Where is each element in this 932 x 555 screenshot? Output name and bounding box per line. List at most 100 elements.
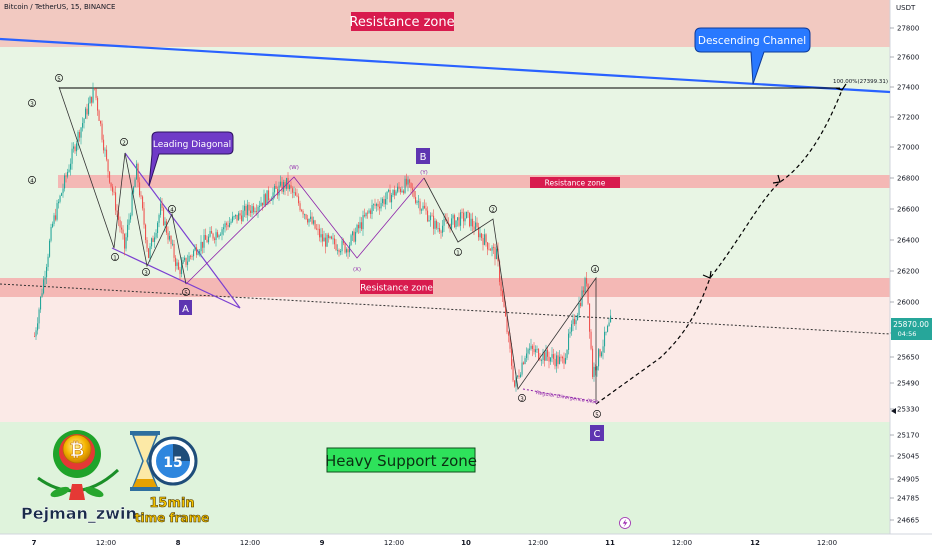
candle-body — [187, 261, 189, 265]
candle-body — [125, 237, 127, 249]
candle-body — [197, 253, 199, 255]
candle-body — [605, 331, 607, 333]
candle-body — [289, 185, 291, 190]
candle-body — [59, 195, 61, 202]
x-tick-label-10: 12 — [750, 539, 760, 547]
candle-body — [541, 360, 543, 361]
candle-body — [182, 260, 184, 264]
candle-body — [590, 331, 592, 349]
candle-body — [214, 238, 216, 240]
candle-body — [491, 247, 493, 251]
candle-body — [485, 234, 487, 243]
candle-body — [224, 223, 226, 228]
candle-body — [287, 177, 289, 190]
candle-body — [421, 209, 423, 211]
candle-body — [295, 192, 297, 196]
candle-body — [583, 290, 585, 293]
wave-label-c-bg — [590, 425, 604, 441]
timer-caption-2: time frame — [135, 511, 210, 525]
candle-body — [220, 234, 222, 236]
svg-text:5: 5 — [184, 290, 188, 296]
descending-channel-line[interactable] — [0, 37, 891, 94]
candle-body — [499, 261, 501, 282]
candle-body — [509, 335, 511, 349]
candle-body — [323, 237, 325, 242]
candle-body — [61, 193, 63, 196]
candle-body — [212, 233, 214, 239]
y-tick-label-12: 25490 — [897, 380, 919, 388]
candle-body — [166, 221, 168, 233]
divergence-line — [522, 388, 597, 403]
candle-body — [268, 190, 270, 201]
leading-diagonal-lower[interactable] — [111, 247, 241, 309]
candle-body — [139, 182, 141, 196]
candle-body — [149, 246, 151, 258]
candle-body — [422, 205, 424, 210]
y-tick-label-6: 26600 — [897, 206, 919, 214]
candle-body — [428, 220, 430, 222]
candle-body — [398, 186, 400, 189]
candle-body — [211, 231, 213, 234]
candle-body — [64, 175, 66, 189]
candle-body — [484, 234, 486, 245]
leading-diagonal-upper[interactable] — [124, 152, 241, 309]
candle-body — [335, 244, 337, 251]
candle-body — [343, 240, 345, 244]
candle-body — [185, 257, 187, 265]
candle-body — [566, 349, 568, 358]
projection-path[interactable] — [595, 89, 843, 405]
current-price-value: 25870.00 — [893, 320, 929, 329]
candle-body — [302, 211, 304, 215]
svg-text:4: 4 — [593, 267, 597, 273]
resistance-low-label: Resistance zone — [360, 284, 433, 294]
candle-body — [416, 201, 418, 203]
candle-body — [194, 247, 196, 251]
candle-body — [460, 212, 462, 226]
candle-body — [274, 185, 276, 193]
author-name: Pejman_zwin — [21, 504, 137, 523]
svg-text:3: 3 — [30, 101, 34, 107]
x-tick-label-2: 8 — [176, 539, 181, 547]
candle-body — [407, 179, 409, 185]
svg-text:1: 1 — [456, 250, 460, 256]
candle-body — [43, 279, 45, 294]
candle-body — [394, 189, 396, 196]
candle-body — [301, 210, 303, 212]
candle-body — [56, 203, 58, 220]
candle-body — [152, 238, 154, 242]
candle-body — [146, 239, 148, 249]
candle-body — [217, 232, 219, 238]
wave-zigzag-abc — [58, 86, 187, 285]
candle-body — [442, 225, 444, 233]
svg-text:4: 4 — [30, 178, 34, 184]
candle-body — [310, 216, 312, 219]
candle-body — [577, 314, 579, 321]
resistance-mid-label-bg — [530, 177, 620, 188]
candle-body — [521, 362, 523, 375]
timer-caption: 15min — [149, 496, 194, 511]
candle-body — [80, 127, 82, 138]
candle-body — [586, 278, 588, 284]
candle-body — [358, 224, 360, 229]
candle-body — [601, 352, 603, 357]
support-label-bg — [326, 447, 476, 473]
bg-upper-green — [0, 47, 890, 279]
x-tick-label-0: 7 — [32, 539, 37, 547]
candle-body — [470, 218, 472, 227]
candle-body — [338, 249, 340, 253]
candle-body — [373, 204, 375, 206]
candle-body — [517, 375, 519, 377]
candle-body — [181, 263, 183, 275]
candle-body — [260, 202, 262, 206]
candle-body — [278, 185, 280, 196]
wave-3-diag: 3 — [142, 268, 150, 276]
candle-body — [128, 219, 130, 225]
candle-body — [379, 206, 381, 209]
candle-body — [88, 103, 90, 115]
candle-body — [467, 211, 469, 213]
resistance-top-label: Resistance zone — [349, 15, 454, 30]
dotted-trendline[interactable] — [0, 283, 891, 335]
bitcoin-logo: ₿ — [37, 430, 120, 500]
candle-body — [559, 356, 561, 364]
